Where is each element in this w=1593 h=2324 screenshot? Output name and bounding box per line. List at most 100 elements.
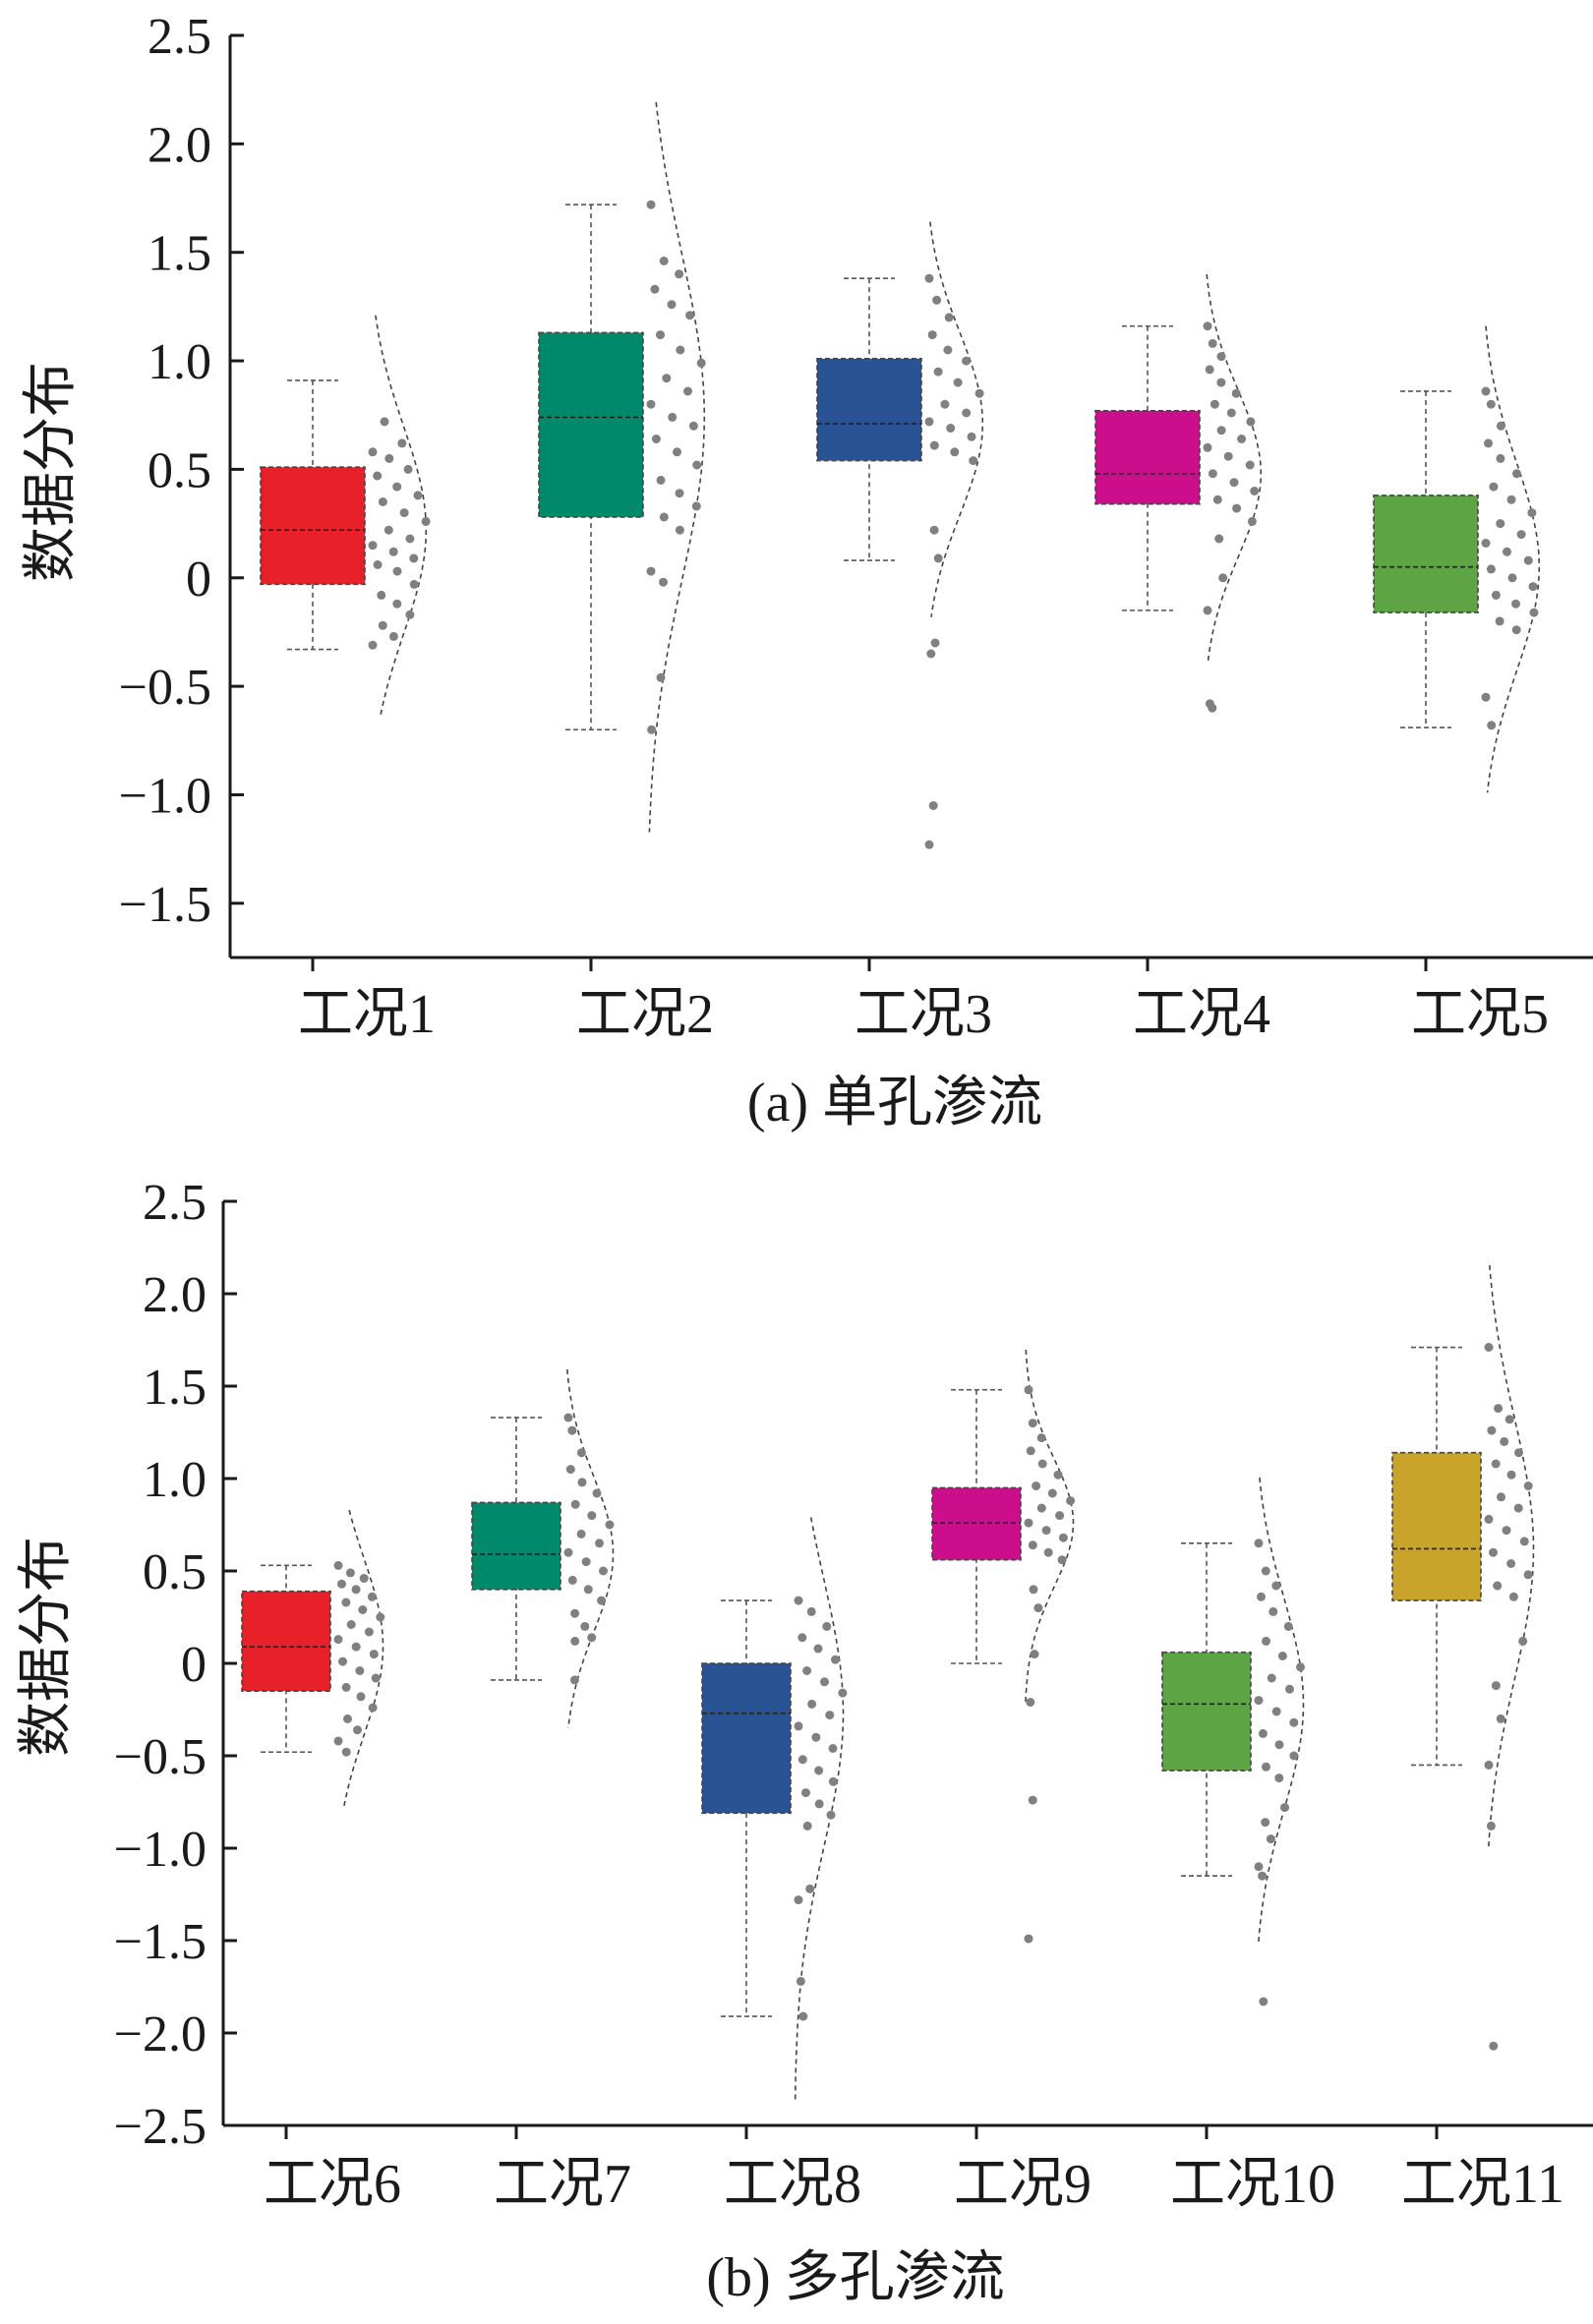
data-point (367, 1592, 377, 1601)
data-point (805, 1884, 815, 1893)
y-tick-label: −1.0 (119, 768, 211, 824)
data-point (1491, 590, 1501, 600)
data-point (802, 1821, 812, 1830)
data-point (662, 374, 672, 383)
data-point (656, 672, 666, 682)
data-point (373, 560, 383, 569)
data-point (962, 356, 972, 366)
data-point (1262, 1636, 1270, 1646)
data-point (685, 311, 695, 320)
data-point (355, 1666, 365, 1675)
data-point (569, 1675, 579, 1685)
data-point (667, 300, 677, 310)
data-point (409, 553, 419, 563)
data-point (797, 1755, 807, 1765)
data-point (605, 1520, 615, 1530)
data-point (967, 432, 976, 441)
data-point (1523, 1570, 1533, 1580)
data-point (1203, 321, 1212, 331)
data-point (333, 1736, 343, 1746)
data-point (1484, 438, 1493, 448)
y-tick-label: 0 (181, 1637, 206, 1693)
y-tick-label: 1.5 (148, 226, 211, 282)
data-point (1229, 478, 1239, 488)
data-point (929, 440, 939, 450)
y-tick-label: −1.0 (114, 1822, 206, 1878)
data-point (581, 1557, 591, 1567)
x-tick-label-11: 工况11 (1401, 2154, 1564, 2215)
data-point (599, 1566, 608, 1576)
data-point (1032, 1482, 1041, 1490)
data-point (1496, 1714, 1505, 1723)
data-point (1028, 1540, 1037, 1550)
data-point (1523, 555, 1533, 565)
data-point (659, 257, 669, 265)
data-point (1489, 2041, 1499, 2051)
data-point (1254, 1539, 1264, 1548)
data-point (1026, 1698, 1035, 1707)
data-point (656, 475, 666, 485)
data-point (794, 1895, 803, 1905)
panel-caption: (b) 多孔渗流 (706, 2247, 1004, 2308)
data-point (1496, 421, 1505, 431)
data-point (1257, 1592, 1266, 1601)
data-point (343, 1714, 352, 1723)
data-point (1511, 599, 1520, 609)
data-point (368, 541, 378, 551)
data-point (333, 1635, 343, 1645)
data-point (811, 1732, 821, 1742)
data-point (1232, 503, 1242, 513)
data-point (794, 1721, 803, 1731)
data-point (1262, 1762, 1270, 1772)
data-point (1516, 530, 1526, 540)
y-tick-label: 2.0 (143, 1267, 206, 1323)
box-iqr (1391, 1451, 1482, 1601)
data-point (567, 1425, 577, 1435)
data-point (650, 284, 660, 294)
x-tick-label-1: 工况1 (298, 984, 436, 1045)
data-point (1481, 539, 1491, 548)
data-point (1506, 494, 1516, 504)
data-point (587, 1633, 597, 1643)
data-point (576, 1529, 586, 1539)
data-point (943, 345, 953, 355)
data-point (1208, 469, 1217, 479)
data-point (1024, 1385, 1033, 1395)
data-point (380, 417, 389, 427)
data-point (567, 1575, 577, 1585)
density-curve (1258, 1477, 1305, 1943)
box-group-11 (1391, 1264, 1535, 2051)
data-point (388, 547, 398, 556)
y-tick-label: 1.0 (143, 1452, 206, 1508)
data-point (1267, 1673, 1276, 1683)
data-point (1491, 1681, 1501, 1691)
data-point (930, 638, 940, 648)
data-point (675, 525, 684, 535)
data-point (1208, 338, 1217, 348)
data-point (405, 534, 415, 544)
data-point (1041, 1526, 1051, 1536)
data-point (1486, 564, 1496, 574)
data-point (1484, 1514, 1494, 1524)
y-tick-label: 0.5 (148, 442, 211, 498)
data-point (392, 482, 402, 492)
data-point (1214, 534, 1224, 544)
data-point (1519, 1537, 1529, 1546)
data-point (392, 566, 402, 576)
data-point (928, 801, 938, 810)
data-point (570, 1499, 580, 1509)
data-point (838, 1688, 848, 1698)
data-point (351, 1642, 361, 1652)
density-curve (375, 315, 428, 715)
data-point (359, 1574, 369, 1583)
y-tick-label: −2.0 (114, 2006, 206, 2063)
data-point (1026, 1446, 1035, 1456)
data-point (341, 1682, 351, 1692)
data-point (563, 1413, 573, 1423)
data-point (1489, 482, 1499, 492)
data-point (1259, 1997, 1268, 2006)
data-point (1504, 1415, 1514, 1424)
data-point (659, 577, 668, 587)
data-point (378, 620, 387, 630)
data-point (1513, 1503, 1523, 1513)
